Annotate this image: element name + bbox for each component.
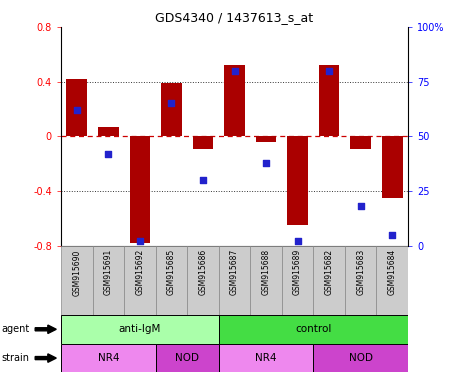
Bar: [313, 246, 345, 315]
Text: GSM915686: GSM915686: [198, 249, 207, 295]
Bar: [61, 344, 156, 372]
Title: GDS4340 / 1437613_s_at: GDS4340 / 1437613_s_at: [155, 11, 314, 24]
Point: [167, 101, 175, 107]
Bar: [61, 246, 92, 315]
Bar: [161, 83, 182, 136]
Bar: [67, 79, 87, 136]
Point: [262, 159, 270, 166]
Text: GSM915689: GSM915689: [293, 249, 302, 295]
Point: [73, 107, 81, 113]
Bar: [219, 315, 408, 344]
Text: GSM915682: GSM915682: [325, 249, 333, 295]
Text: GSM915690: GSM915690: [72, 249, 81, 296]
Bar: [156, 344, 219, 372]
Point: [105, 151, 112, 157]
Point: [357, 203, 364, 209]
Bar: [313, 344, 408, 372]
Point: [325, 68, 333, 74]
Bar: [61, 315, 219, 344]
Text: control: control: [295, 324, 332, 334]
Bar: [287, 136, 308, 225]
Text: anti-IgM: anti-IgM: [119, 324, 161, 334]
Bar: [377, 246, 408, 315]
Point: [388, 232, 396, 238]
Bar: [319, 65, 340, 136]
Point: [294, 238, 302, 245]
Bar: [345, 246, 377, 315]
Bar: [124, 246, 156, 315]
Bar: [98, 127, 119, 136]
Point: [199, 177, 207, 183]
Text: GSM915691: GSM915691: [104, 249, 113, 295]
Bar: [193, 136, 213, 149]
Text: agent: agent: [1, 324, 29, 334]
Bar: [250, 246, 282, 315]
Point: [136, 238, 144, 245]
Text: GSM915687: GSM915687: [230, 249, 239, 295]
Point: [231, 68, 238, 74]
Bar: [282, 246, 313, 315]
Text: GSM915692: GSM915692: [136, 249, 144, 295]
Bar: [224, 65, 245, 136]
Bar: [156, 246, 187, 315]
Bar: [219, 344, 313, 372]
Text: NOD: NOD: [175, 353, 199, 363]
Text: NOD: NOD: [349, 353, 373, 363]
Text: GSM915683: GSM915683: [356, 249, 365, 295]
Bar: [92, 246, 124, 315]
Bar: [219, 246, 250, 315]
Text: GSM915684: GSM915684: [388, 249, 397, 295]
Bar: [382, 136, 402, 198]
Text: NR4: NR4: [255, 353, 277, 363]
Bar: [187, 246, 219, 315]
Text: GSM915685: GSM915685: [167, 249, 176, 295]
Bar: [256, 136, 276, 142]
Text: NR4: NR4: [98, 353, 119, 363]
Text: strain: strain: [1, 353, 29, 363]
Text: GSM915688: GSM915688: [262, 249, 271, 295]
Bar: [129, 136, 150, 243]
Bar: [350, 136, 371, 149]
